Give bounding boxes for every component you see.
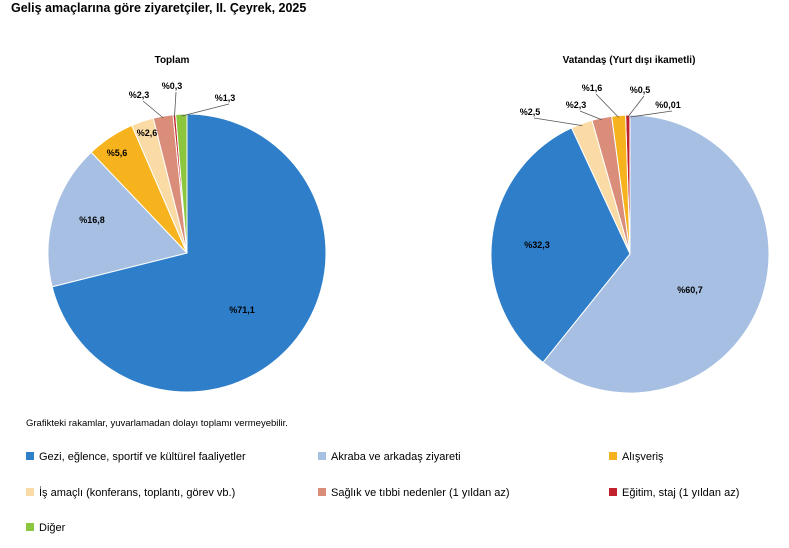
data-label-0-3: %2,6: [137, 128, 158, 138]
data-label-1-4: %2,3: [566, 100, 587, 110]
pie-slice-1-0: [490, 127, 631, 364]
legend-item-diger: Diğer: [26, 522, 65, 534]
footnote: Grafikteki rakamlar, yuvarlamadan dolayı…: [26, 418, 288, 429]
legend-label: Akraba ve arkadaş ziyareti: [331, 451, 461, 463]
page-title: Geliş amaçlarına göre ziyaretçiler, II. …: [11, 1, 307, 15]
legend-item-is: İş amaçlı (konferans, toplantı, görev vb…: [26, 487, 235, 499]
legend-swatch: [318, 488, 326, 496]
legend-item-alisveris: Alışveriş: [609, 451, 664, 463]
data-label-1-3: %2,5: [520, 107, 541, 117]
data-label-1-2: %1,6: [582, 83, 603, 93]
legend-label: Diğer: [39, 522, 66, 534]
data-label-0-1: %16,8: [79, 215, 105, 225]
data-label-1-6: %0,01: [655, 100, 681, 110]
pie-slice-0-1: [47, 151, 188, 288]
data-label-0-4: %2,3: [129, 90, 150, 100]
leader-line-1-5: [627, 95, 645, 118]
data-label-0-5: %0,3: [162, 81, 183, 91]
data-label-1-5: %0,5: [630, 85, 651, 95]
data-label-1-1: %60,7: [677, 285, 703, 295]
legend-label: Sağlık ve tıbbi nedenler (1 yıldan az): [331, 487, 510, 499]
leader-line-1-3: [533, 117, 583, 126]
data-label-0-6: %1,3: [215, 93, 236, 103]
leader-line-1-2: [595, 93, 619, 118]
pie-slice-0-0: [51, 113, 327, 393]
leader-line-0-5: [174, 91, 177, 117]
legend-swatch: [609, 452, 617, 460]
data-label-0-0: %71,1: [229, 305, 255, 315]
leader-line-1-4: [579, 110, 603, 121]
data-label-1-0: %32,3: [524, 240, 550, 250]
legend-swatch: [318, 452, 326, 460]
legend-swatch: [26, 452, 34, 460]
legend-swatch: [609, 488, 617, 496]
pie-title-toplam: Toplam: [155, 55, 190, 66]
data-label-0-2: %5,6: [107, 148, 128, 158]
legend-item-saglik: Sağlık ve tıbbi nedenler (1 yıldan az): [318, 487, 510, 499]
pie-slice-1-1: [542, 114, 770, 394]
legend-label: Alışveriş: [622, 451, 664, 463]
leader-line-1-6: [629, 110, 673, 118]
legend-label: İş amaçlı (konferans, toplantı, görev vb…: [39, 487, 236, 499]
legend-swatch: [26, 488, 34, 496]
legend-label: Eğitim, staj (1 yıldan az): [622, 487, 740, 499]
legend-item-akraba: Akraba ve arkadaş ziyareti: [318, 451, 461, 463]
legend-item-egitim: Eğitim, staj (1 yıldan az): [609, 487, 739, 499]
legend-label: Gezi, eğlence, sportif ve kültürel faali…: [39, 451, 246, 463]
leader-line-0-6: [181, 103, 230, 117]
leader-line-0-4: [142, 100, 164, 119]
pie-slice-0-6: [175, 113, 188, 254]
pie-title-vatandas: Vatandaş (Yurt dışı ikametli): [563, 55, 696, 66]
legend-swatch: [26, 523, 34, 531]
legend-item-gezi: Gezi, eğlence, sportif ve kültürel faali…: [26, 451, 246, 463]
